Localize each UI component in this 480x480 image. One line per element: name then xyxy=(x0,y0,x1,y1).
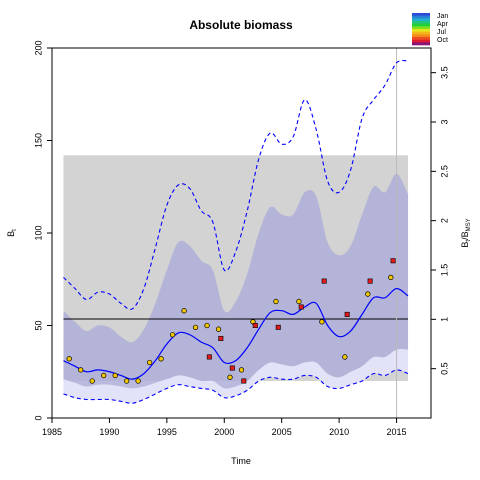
legend-month-label: Jul xyxy=(437,29,446,36)
legend-color-swatch xyxy=(412,23,430,27)
observation-point-yellow xyxy=(296,298,302,305)
y-right-tick-label: 3.5 xyxy=(439,66,449,79)
y-axis-label: Bt xyxy=(6,229,18,237)
observation-point-yellow xyxy=(78,367,84,373)
x-tick-label: 2010 xyxy=(329,427,349,437)
x-tick-label: 1985 xyxy=(42,427,62,437)
legend-color-swatch xyxy=(412,15,430,19)
observation-point-red xyxy=(252,322,258,328)
chart-title: Absolute biomass xyxy=(189,18,293,32)
y-right-tick-label: 3 xyxy=(439,119,449,124)
observation-point-red xyxy=(218,335,224,341)
median-line xyxy=(63,287,409,380)
upper-interval-line xyxy=(63,59,409,310)
x-tick-label: 2015 xyxy=(387,427,407,437)
y-right-tick-label: 2.5 xyxy=(439,165,449,178)
x-axis-label: Time xyxy=(231,456,251,466)
observation-point-yellow xyxy=(388,274,394,281)
y-tick-label: 50 xyxy=(33,320,43,330)
legend-color-swatch xyxy=(412,26,430,30)
ci-band xyxy=(63,173,409,389)
legend-color-swatch xyxy=(412,13,430,16)
observation-point-yellow xyxy=(169,332,176,338)
observation-point-yellow xyxy=(204,322,210,329)
observation-point-yellow xyxy=(192,324,199,331)
observation-point-yellow xyxy=(66,356,72,362)
observation-point-yellow xyxy=(158,356,164,362)
observation-point-red xyxy=(206,354,212,360)
observation-point-yellow xyxy=(342,354,348,360)
lower-interval-line xyxy=(63,369,409,404)
y-tick-label: 150 xyxy=(33,133,43,148)
y-right-axis-label: Bt/BMSY xyxy=(460,218,472,247)
observation-point-yellow xyxy=(238,367,245,373)
y-tick-label: 0 xyxy=(33,415,43,420)
observation-point-yellow xyxy=(227,374,233,380)
y-tick-label: 200 xyxy=(33,40,43,55)
observation-point-yellow xyxy=(89,378,95,384)
uncertainty-bands xyxy=(63,173,409,404)
observation-point-yellow xyxy=(124,378,130,384)
observation-point-red xyxy=(321,278,327,284)
legend-color-swatch xyxy=(412,21,430,24)
legend-color-swatch xyxy=(412,39,430,43)
observation-point-yellow xyxy=(146,359,153,366)
observation-point-yellow xyxy=(112,372,118,379)
legend-month-label: Apr xyxy=(437,21,449,28)
x-tick-label: 1995 xyxy=(157,427,177,437)
legend-color-swatch xyxy=(412,18,430,22)
legend-color-swatch xyxy=(412,42,430,46)
observation-point-yellow xyxy=(319,319,325,325)
x-tick-label: 1990 xyxy=(99,427,119,437)
legend-color-swatch xyxy=(412,29,430,32)
observation-point-red xyxy=(298,304,304,310)
observation-point-yellow xyxy=(273,298,279,305)
observation-point-red xyxy=(229,365,235,371)
observation-point-red xyxy=(275,324,281,330)
observation-points xyxy=(66,258,396,384)
legend-month-label: Oct xyxy=(437,37,448,44)
series-lines xyxy=(63,48,409,418)
axes: 1985 1990 1995 2000 2005 2010 2015 0 50 100 150 200… xyxy=(6,40,472,437)
observation-point-yellow xyxy=(215,326,222,332)
y-right-tick-label: 1.5 xyxy=(439,264,449,277)
legend-color-swatch xyxy=(412,31,430,35)
x-tick-label: 2005 xyxy=(272,427,292,437)
observation-point-red xyxy=(367,278,373,284)
legend-color-swatch xyxy=(412,37,430,40)
prediction-band-lower xyxy=(63,349,409,404)
observation-point-yellow xyxy=(101,372,107,379)
observation-point-yellow xyxy=(365,291,371,297)
legend-month-label: Jan xyxy=(437,13,448,20)
y-tick-label: 100 xyxy=(33,225,43,240)
y-right-tick-label: 2 xyxy=(439,218,449,223)
y-right-tick-label: 0.5 xyxy=(439,362,449,375)
legend-color-swatch xyxy=(412,34,430,38)
observation-point-yellow xyxy=(135,378,141,384)
observation-point-red xyxy=(344,311,350,317)
observation-point-red xyxy=(241,378,247,384)
x-tick-label: 2000 xyxy=(214,427,234,437)
y-right-tick-label: 1 xyxy=(439,317,449,322)
observation-point-yellow xyxy=(181,308,187,314)
observation-point-red xyxy=(390,258,396,264)
